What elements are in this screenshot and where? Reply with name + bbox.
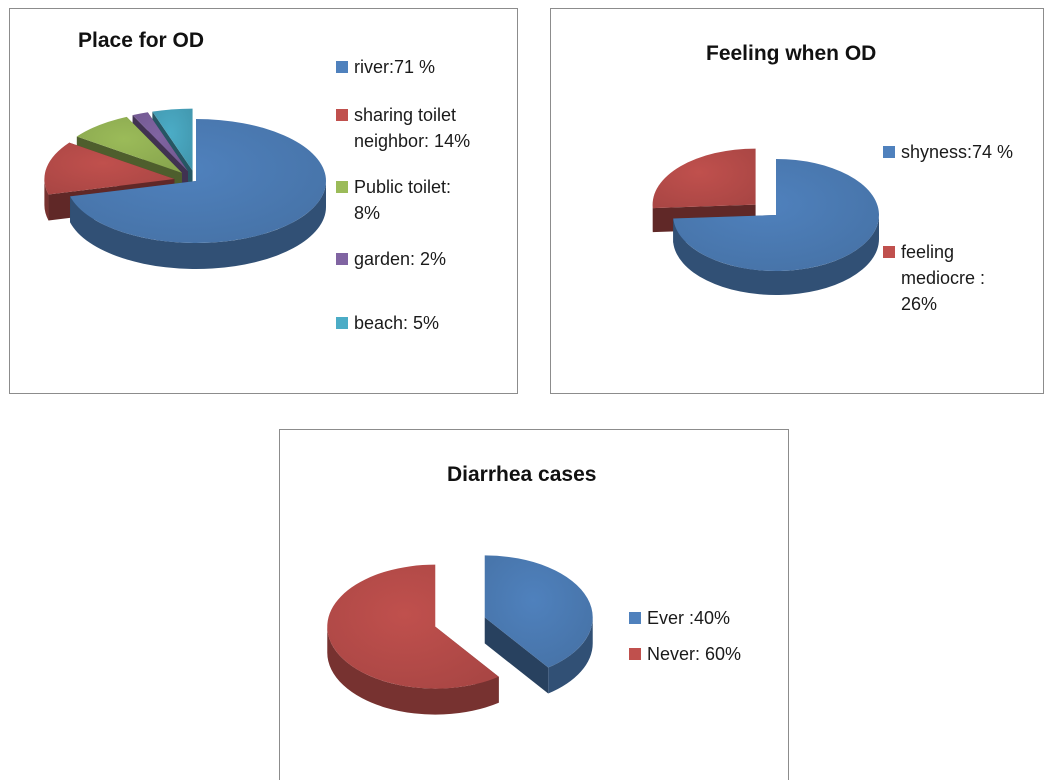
- legend-swatch: [336, 61, 348, 73]
- pie-chart-place-for-od: [44, 108, 327, 269]
- legend-label: sharing toilet neighbor: 14%: [354, 105, 471, 151]
- legend-swatch: [883, 146, 895, 158]
- pie-chart-feeling-when-od: [652, 148, 879, 296]
- pie-slice: [70, 119, 327, 269]
- chart-panel-diarrhea-cases: Diarrhea cases Ever :40% Never: 60%: [279, 429, 789, 780]
- legend-label: garden: 2%: [354, 249, 447, 269]
- chart-title: Place for OD: [78, 29, 205, 52]
- legend-label: river:71 %: [354, 57, 436, 77]
- legend-label: feeling mediocre :26%: [901, 242, 986, 314]
- pie-chart-diarrhea-cases: [327, 555, 593, 715]
- chart-title: Feeling when OD: [706, 42, 877, 65]
- chart-panel-feeling-when-od: Feeling when OD shyness:74 % feeling medio…: [550, 8, 1044, 394]
- legend-label: shyness:74 %: [901, 142, 1014, 162]
- legend-swatch: [336, 253, 348, 265]
- pie-slice: [484, 555, 593, 694]
- pie-slice: [673, 159, 879, 296]
- legend-swatch: [336, 181, 348, 193]
- legend-label: beach: 5%: [354, 313, 440, 333]
- legend-label: Ever :40%: [647, 608, 731, 628]
- legend-swatch: [629, 648, 641, 660]
- chart-panel-place-for-od: Place for OD river:71 % sharing toilet nei…: [9, 8, 518, 394]
- legend-label: Public toilet: 8%: [354, 177, 452, 223]
- legend-swatch: [336, 317, 348, 329]
- legend-swatch: [629, 612, 641, 624]
- legend-label: Never: 60%: [647, 644, 742, 664]
- chart-title: Diarrhea cases: [447, 463, 597, 486]
- pie-slice: [327, 564, 499, 715]
- legend-swatch: [336, 109, 348, 121]
- legend-swatch: [883, 246, 895, 258]
